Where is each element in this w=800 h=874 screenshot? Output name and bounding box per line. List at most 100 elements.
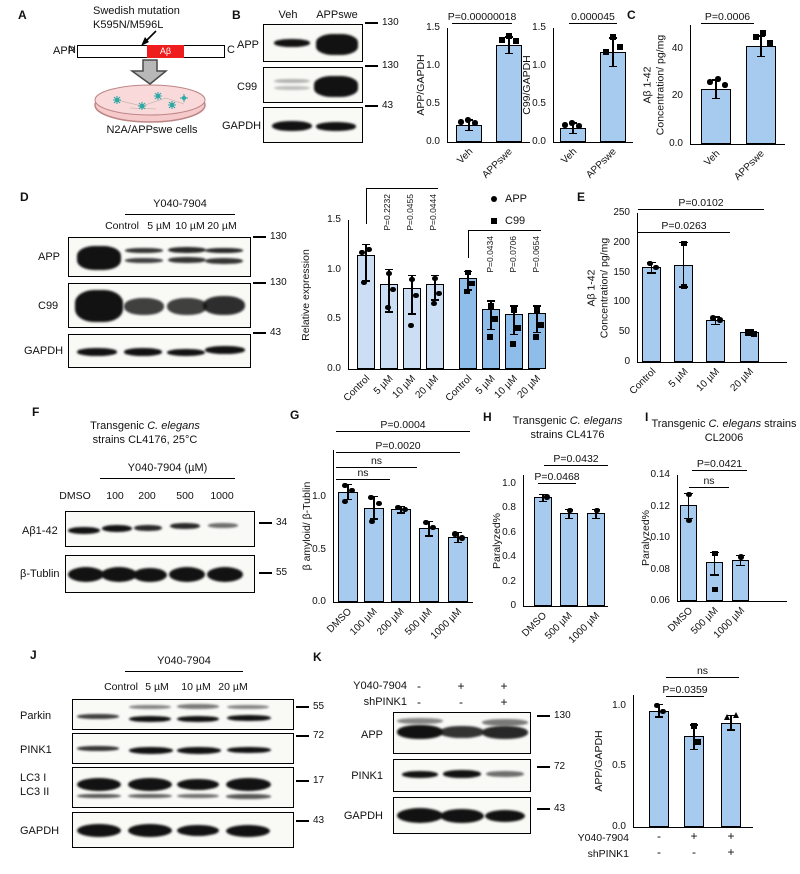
x-tick-label: 20 µM [413,373,442,401]
bar-c99-10um [505,305,523,369]
data-point [376,500,382,507]
bar-dmso [338,482,358,602]
blot-band [397,808,443,823]
x-tick-label: Control [627,366,659,397]
condition-row-label: Y040-7904 [353,680,407,692]
bar-app-20um [426,274,444,369]
blot-row-label: β-Tublin [20,568,60,580]
x-axis-row-label: shPINK1 [587,848,629,860]
mw-marker: 130 [253,278,287,288]
data-point [408,322,414,329]
error-bar [423,520,436,537]
data-point [654,702,660,709]
square-marker-icon [491,218,497,224]
chart-app-gapdh: APP/GAPDH 0.0 0.5 1.0 1.5 P=0.00000018 V… [415,11,530,181]
blot-band [272,121,312,131]
data-point [653,264,659,271]
panel-letter-g: G [290,408,300,422]
mw-marker: 43 [296,816,324,826]
blot-band [316,122,356,131]
bar-c99-5um [482,300,500,369]
chart-relative-expression: Relative expression 0.0 0.5 1.0 1.5 APP … [300,188,546,404]
blot-band [124,348,162,356]
lane-header-appswe: APPswe [316,9,358,21]
mutation-arrow-icon [141,30,157,46]
bar-control [642,260,661,362]
x-axis-symbol: - [657,829,661,843]
significance-bar: P=0.00000018 [447,10,517,24]
y-tick: 1.5 [327,214,341,225]
data-point [594,507,600,514]
blot-band [177,704,219,709]
blot-band [226,825,270,837]
data-point [465,117,471,123]
blot-row-label: GAPDH [24,345,64,357]
mw-marker: 55 [296,702,324,712]
western-blot-abeta [65,511,255,547]
x-tick-label: 20 µM [515,373,544,401]
data-point [361,279,367,286]
data-point [715,76,721,82]
circle-marker-icon [491,196,497,202]
bar-untreated [649,702,669,827]
lane-header-veh: Veh [278,9,298,21]
blot-band [128,824,172,837]
error-bar [607,37,620,68]
y-tick: 0.08 [650,563,670,575]
lane-label: Control [104,681,138,693]
bar-veh [560,120,586,142]
mw-marker: 130 [365,18,399,28]
data-point [464,288,470,295]
blot-band [443,770,481,778]
significance-bar: P=0.0432 [544,453,608,466]
data-point [458,119,464,125]
data-point [368,494,374,501]
lane-label: 10 µM [175,220,205,232]
y-tick: 0.5 [426,98,440,110]
bar-100um [364,494,384,602]
chart-bamyloid-btublin: β amyloid/ β-Tublin 0.0 0.5 1.0 ns ns P=… [301,419,473,642]
data-point [515,325,521,331]
blot-band [134,525,162,531]
blot-band [77,246,121,270]
blot-band [133,568,167,582]
bar-veh [701,76,731,144]
data-point [733,711,739,718]
y-tick: 1.0 [532,59,546,71]
data-point [386,270,392,277]
blot-band [227,747,271,753]
chart-abeta-concentration-dose: Aβ 1-42 Concentration/ pg/mg 0 50 100 150… [585,197,787,397]
data-point [432,275,438,282]
data-point [511,307,517,313]
mw-marker: 43 [365,101,393,111]
blot-band [205,346,245,354]
western-blot-pink1 [393,759,531,792]
treatment-underline [100,478,235,479]
mutation-label-line2: K595N/M596L [93,19,164,31]
condition-symbol: - [417,679,421,693]
significance-bar: P=0.0421 [692,458,747,471]
blot-band [68,567,104,582]
strain-title-line1: Transgenic C. elegans strains [651,418,797,430]
y-tick: 1.0 [312,491,326,503]
condition-symbol: - [459,695,463,709]
data-point [751,331,757,337]
blot-band [397,725,443,739]
data-point [722,82,728,88]
data-point [506,33,512,39]
y-tick: 150 [613,266,630,278]
blot-band [208,523,238,528]
data-point [369,518,375,525]
blot-band [314,76,358,97]
data-point [717,317,723,323]
western-blot-pink1 [72,733,294,764]
x-tick-label: APPswe [480,146,516,181]
blot-band [125,258,163,263]
y-tick: 0.6 [502,526,516,538]
x-axis-symbol: + [727,845,735,859]
blot-band [440,726,484,738]
strain-title-line1: Transgenic C. elegans [512,415,623,427]
error-bar [531,305,544,334]
x-tick-label: Control [341,373,373,404]
n-terminus-label: N [68,44,76,56]
